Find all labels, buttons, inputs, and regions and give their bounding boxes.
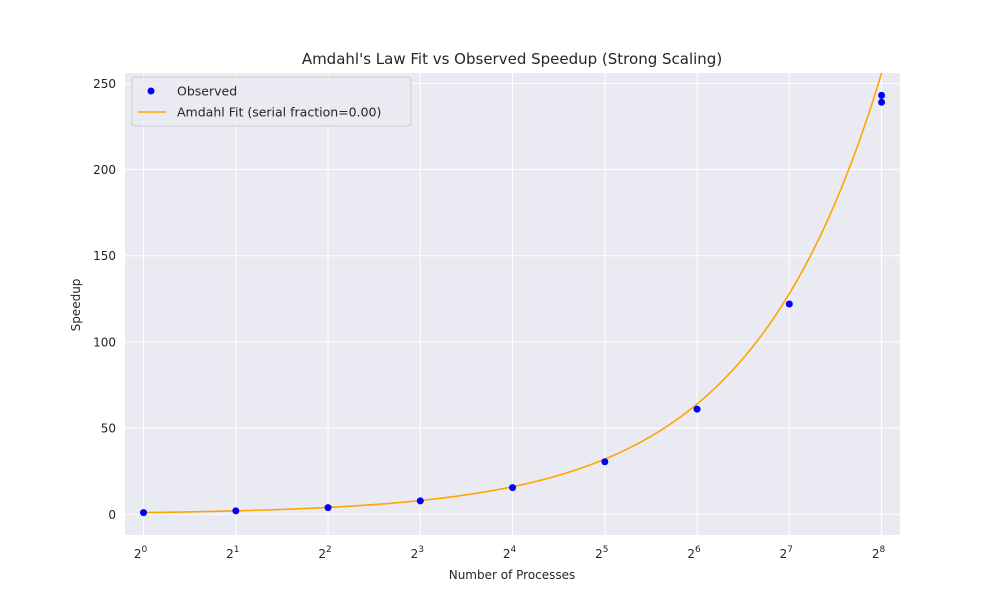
x-axis-label: Number of Processes	[449, 568, 576, 582]
observed-point	[232, 507, 240, 515]
legend: Observed Amdahl Fit (serial fraction=0.0…	[131, 76, 412, 127]
x-tick-label: 26	[687, 545, 701, 561]
observed-point	[878, 91, 886, 99]
y-tick-label: 0	[108, 508, 116, 522]
observed-point	[324, 504, 332, 512]
observed-point	[878, 98, 886, 106]
y-axis-label: Speedup	[69, 279, 83, 332]
grid	[125, 73, 900, 535]
x-tick-label: 23	[411, 545, 424, 561]
observed-point	[509, 484, 517, 492]
observed-point	[785, 300, 793, 308]
y-tick-label: 250	[93, 77, 116, 91]
legend-marker-observed	[147, 87, 155, 95]
x-tick-label: 20	[134, 545, 148, 561]
observed-point	[601, 458, 609, 466]
legend-label-observed: Observed	[177, 84, 237, 99]
observed-point	[693, 405, 701, 413]
x-tick-label: 21	[226, 545, 239, 561]
y-tick-label: 150	[93, 249, 116, 263]
y-tick-label: 100	[93, 335, 116, 349]
x-tick-label: 28	[872, 545, 886, 561]
y-tick-label: 200	[93, 163, 116, 177]
legend-label-fit: Amdahl Fit (serial fraction=0.00)	[177, 105, 381, 120]
x-tick-labels: 20 21 22 23 24 25 26 27 28	[134, 545, 886, 561]
x-tick-label: 27	[780, 545, 793, 561]
x-tick-label: 25	[595, 545, 608, 561]
series-layer	[140, 72, 886, 517]
y-tick-label: 50	[101, 422, 116, 436]
observed-point	[416, 497, 424, 505]
observed-point	[140, 509, 148, 517]
chart-title: Amdahl's Law Fit vs Observed Speedup (St…	[302, 50, 722, 68]
legend-box	[131, 76, 412, 127]
x-tick-label: 24	[503, 545, 517, 561]
y-tick-labels: 0 50 100 150 200 250	[93, 77, 116, 522]
x-tick-label: 22	[318, 545, 331, 561]
